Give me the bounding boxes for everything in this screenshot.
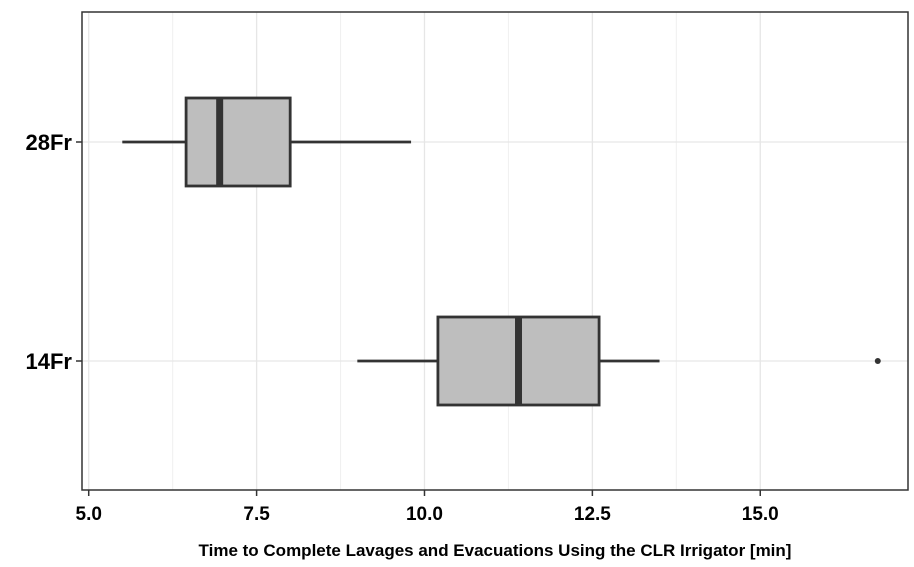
x-axis-title: Time to Complete Lavages and Evacuations…: [199, 541, 792, 560]
plot-panel-border: [81, 11, 909, 491]
axes: 5.0 7.5 10.0 12.5 15.0 28Fr 14Fr: [26, 130, 779, 525]
box-iqr: [184, 96, 292, 188]
box-group-28fr: [122, 96, 412, 188]
y-tick-label: 28Fr: [26, 130, 73, 155]
y-tick-label: 14Fr: [26, 349, 73, 374]
x-tick-label: 12.5: [574, 504, 611, 525]
grid-lines: [82, 12, 908, 490]
boxes: [122, 96, 881, 407]
outlier-point: [874, 358, 881, 364]
x-tick-label: 15.0: [742, 504, 779, 525]
box-group-14fr: [357, 315, 881, 407]
x-tick-label: 5.0: [76, 504, 102, 525]
x-tick-label: 10.0: [406, 504, 443, 525]
plot-panel-background: [82, 12, 908, 490]
x-tick-label: 7.5: [243, 504, 270, 525]
